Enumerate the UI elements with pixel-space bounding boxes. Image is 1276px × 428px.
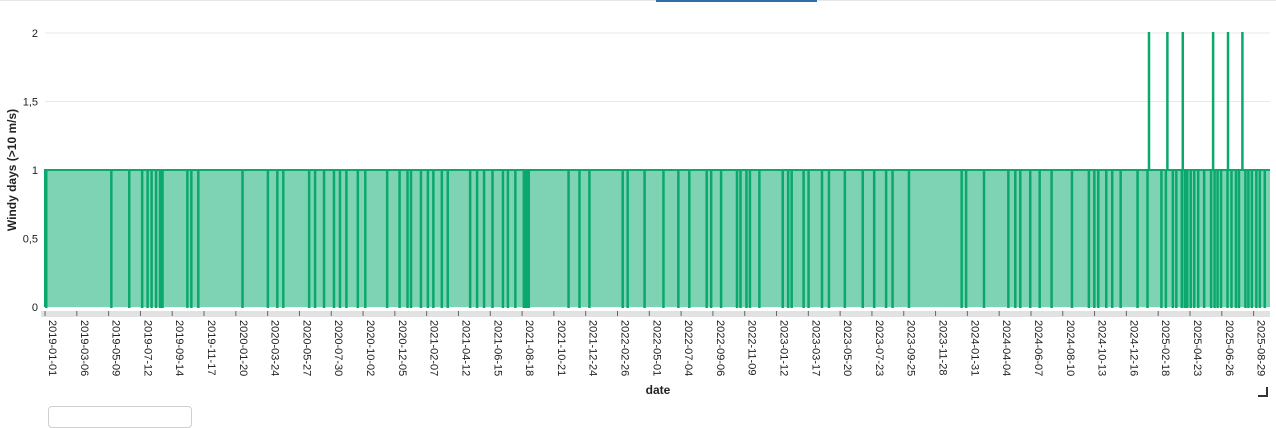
- series-line: [44, 32, 1270, 308]
- x-tick-label: 2022-02-26: [618, 320, 630, 376]
- y-tick-label: 1: [32, 165, 38, 177]
- x-tick-label: 2024-06-07: [1032, 320, 1044, 376]
- x-tick-label: 2020-10-02: [364, 320, 376, 376]
- y-tick-label: 0,5: [23, 234, 38, 246]
- x-tick-label: 2020-05-27: [300, 320, 312, 376]
- x-tick-label: 2021-02-07: [428, 320, 440, 376]
- x-tick-label: 2023-05-20: [841, 320, 853, 376]
- windy-days-chart: 0 0,5 1 1,5 2 2019-01-01 2019-03-06 2019-05-09…: [5, 28, 1270, 397]
- x-tick-label: 2025-02-18: [1159, 320, 1171, 376]
- x-tick-label: 2023-07-23: [873, 320, 885, 376]
- x-tick-label: 2023-03-17: [809, 320, 821, 376]
- x-tick-label: 2024-12-16: [1127, 320, 1139, 376]
- x-tick-label: 2020-03-24: [269, 320, 281, 376]
- x-tick-label: 2020-12-05: [396, 320, 408, 376]
- x-axis-title: date: [646, 383, 671, 397]
- x-axis-scrollbar[interactable]: [41, 311, 1270, 317]
- active-tab-indicator[interactable]: [656, 0, 817, 2]
- y-axis-title: Windy days (>10 m/s): [5, 109, 19, 231]
- x-tick-label: 2023-09-25: [905, 320, 917, 376]
- x-tick-label: 2021-08-18: [523, 320, 535, 376]
- x-tick-label: 2020-07-30: [332, 320, 344, 376]
- x-tick-label: 2024-04-04: [1000, 320, 1012, 376]
- x-tick-label: 2025-04-23: [1191, 320, 1203, 376]
- x-tick-label: 2021-12-24: [587, 320, 599, 376]
- x-tick-label: 2025-06-26: [1223, 320, 1235, 376]
- x-tick-label: 2023-11-28: [937, 320, 949, 375]
- y-tick-label: 1,5: [23, 97, 38, 109]
- x-tick-label: 2024-10-13: [1096, 320, 1108, 376]
- x-tick-label: 2024-08-10: [1064, 320, 1076, 376]
- chart-control-box[interactable]: [48, 406, 192, 428]
- x-tick-label: 2024-01-31: [968, 320, 980, 376]
- y-axis: 0 0,5 1 1,5 2: [23, 28, 38, 314]
- x-tick-label: 2020-01-20: [237, 320, 249, 376]
- x-axis: 2019-01-01 2019-03-06 2019-05-09 2019-07-12…: [44, 311, 1267, 376]
- x-tick-label: 2021-06-15: [491, 320, 503, 376]
- x-tick-label: 2025-08-29: [1255, 320, 1267, 376]
- x-tick-label: 2022-07-04: [682, 320, 694, 376]
- x-tick-label: 2021-10-21: [555, 320, 567, 376]
- x-tick-label: 2023-01-12: [778, 320, 790, 376]
- x-tick-label: 2022-09-06: [714, 320, 726, 376]
- x-tick-label: 2019-05-09: [110, 320, 122, 376]
- x-tick-label: 2019-11-17: [205, 320, 217, 375]
- x-tick-label: 2022-11-09: [746, 320, 758, 375]
- x-tick-label: 2019-03-06: [78, 320, 90, 376]
- y-tick-label: 0: [32, 302, 38, 314]
- x-tick-label: 2021-04-12: [459, 320, 471, 376]
- series-area: [44, 32, 1270, 308]
- x-tick-label: 2019-01-01: [46, 320, 58, 376]
- y-tick-label: 2: [32, 28, 38, 40]
- x-tick-label: 2019-07-12: [141, 320, 153, 376]
- top-divider: [0, 0, 1276, 1]
- resize-handle-icon[interactable]: [1258, 387, 1268, 397]
- x-tick-label: 2022-05-01: [650, 320, 662, 376]
- x-tick-label: 2019-09-14: [173, 320, 185, 376]
